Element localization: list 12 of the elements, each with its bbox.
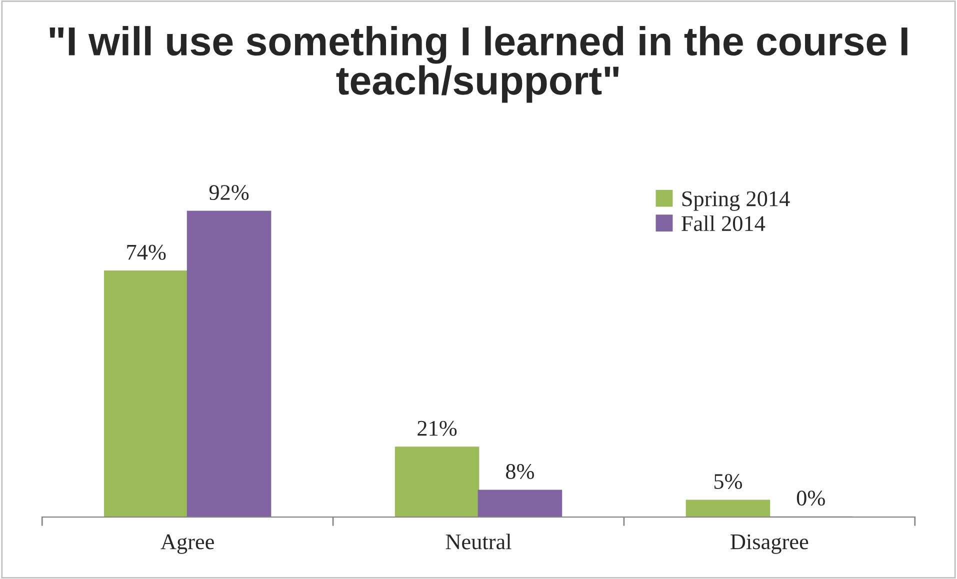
- x-tick-label: Neutral: [446, 534, 512, 550]
- data-label: 8%: [506, 464, 534, 480]
- data-label: 21%: [418, 420, 457, 436]
- data-label: 5%: [714, 474, 742, 490]
- data-label: 0%: [796, 490, 825, 506]
- x-tick-label: Disagree: [730, 534, 808, 554]
- chart-title: "I will use something I learned in the course I teach/support": [50, 26, 908, 103]
- legend-label: Spring 2014: [682, 191, 790, 211]
- x-tick-label: Agree: [160, 534, 214, 554]
- legend-label: Fall 2014: [682, 215, 766, 232]
- data-label: 74%: [127, 244, 166, 260]
- data-label: 92%: [209, 185, 249, 200]
